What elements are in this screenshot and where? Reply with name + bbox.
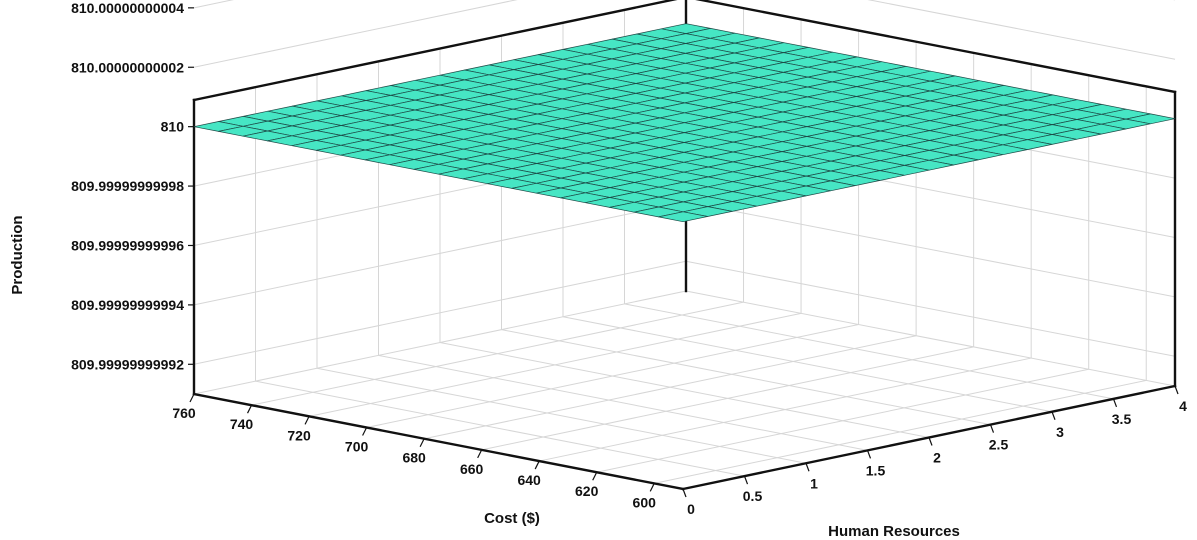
z-tick-label: 810	[161, 119, 185, 135]
y-tick-mark	[805, 463, 810, 472]
y-tick-mark	[1174, 385, 1179, 395]
x-axis-title: Cost ($)	[484, 510, 540, 527]
x-tick-label: 720	[287, 427, 311, 443]
x-tick-label: 740	[230, 416, 254, 432]
y-tick-label: 0	[687, 501, 695, 517]
y-gridline	[255, 380, 745, 477]
y-tick-mark	[989, 424, 995, 433]
z-gridline	[685, 260, 1176, 357]
y-tick-mark	[743, 475, 749, 485]
x-tick-label: 660	[460, 461, 484, 477]
z-gridline	[193, 0, 518, 68]
x-tick-label: 760	[172, 405, 196, 421]
z-tick-label: 809.99999999996	[71, 237, 184, 253]
y-gridline	[624, 303, 1114, 400]
x-tick-mark	[304, 416, 310, 425]
z-tick-label: 809.99999999992	[71, 356, 184, 372]
y-tick-mark	[1112, 398, 1118, 408]
y-gridline	[501, 329, 991, 426]
y-tick-mark	[682, 488, 687, 498]
y-tick-label: 1	[810, 475, 818, 491]
z-tick-label: 810.00000000002	[71, 59, 184, 75]
y-tick-label: 1.5	[866, 462, 886, 478]
y-tick-label: 3.5	[1112, 411, 1132, 427]
z-tick-label: 810.00000000004	[71, 0, 184, 16]
x-tick-mark	[534, 460, 540, 470]
x-tick-label: 620	[575, 483, 599, 499]
surface-cell	[658, 211, 708, 223]
x-tick-mark	[477, 449, 483, 459]
box-edge	[192, 0, 678, 102]
x-tick-mark	[419, 438, 425, 447]
z-gridline	[193, 0, 234, 9]
floor-gridlines	[193, 290, 1176, 490]
y-axis-title: Human Resources	[828, 523, 960, 540]
y-axis-ticks: 0 0.5 1 1.5 2 2.5 3 3.5 4	[682, 385, 1187, 517]
z-axis-title: Production	[9, 215, 26, 294]
x-tick-mark	[189, 393, 195, 403]
x-tick-label: 700	[345, 439, 369, 455]
box-edge	[192, 392, 685, 491]
y-tick-label: 4	[1179, 398, 1187, 414]
x-tick-mark	[246, 404, 253, 414]
y-tick-label: 2	[933, 450, 941, 466]
box-edge	[695, 0, 1177, 94]
z-axis-ticks: 810.00000000008810.00000000006810.000000…	[71, 0, 194, 372]
production-surface	[193, 23, 1176, 223]
y-tick-label: 3	[1056, 424, 1064, 440]
x-tick-mark	[592, 471, 598, 481]
y-tick-mark	[866, 450, 872, 459]
y-tick-mark	[1051, 411, 1056, 420]
y-gridline	[439, 342, 930, 438]
y-tick-label: 2.5	[989, 437, 1009, 453]
x-axis-ticks: 760 740 720 700 680 660 640 620 600	[172, 393, 657, 510]
y-gridline	[378, 354, 868, 451]
z-tick-label: 809.99999999998	[71, 178, 184, 194]
y-tick-label: 0.5	[743, 488, 763, 504]
x-tick-label: 640	[517, 472, 541, 488]
x-tick-mark	[362, 427, 368, 436]
x-tick-mark	[649, 483, 655, 492]
z-tick-label: 809.99999999994	[71, 297, 184, 313]
z-gridline	[867, 0, 1176, 60]
x-tick-label: 600	[633, 494, 657, 510]
y-gridline	[562, 316, 1053, 413]
z-gridline	[685, 201, 1176, 298]
y-gridline	[685, 290, 1176, 387]
x-tick-label: 680	[402, 450, 426, 466]
y-gridline	[316, 367, 807, 464]
y-tick-mark	[928, 437, 933, 446]
